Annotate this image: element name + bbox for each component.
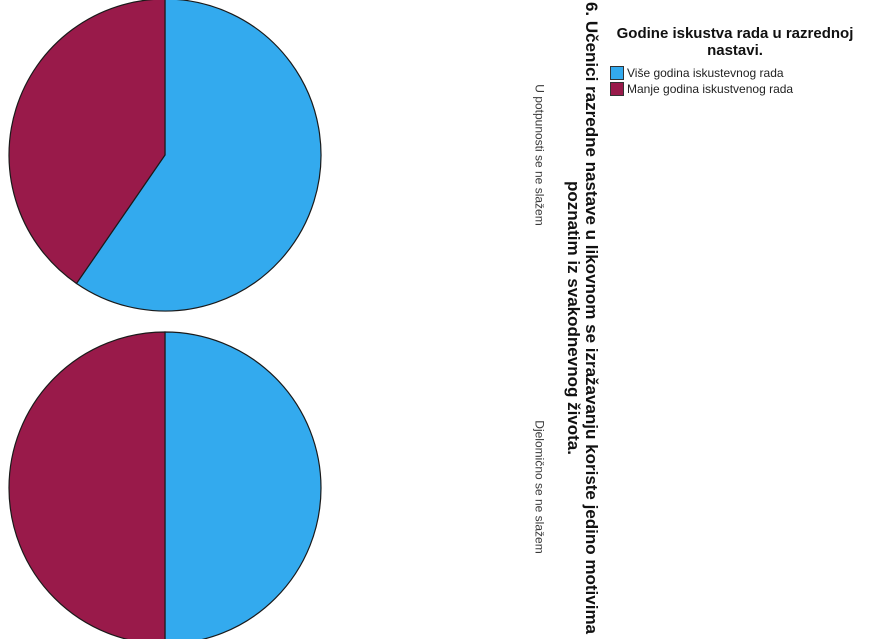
legend-label: Manje godina iskustvenog rada — [627, 82, 794, 96]
pie-1-slice-1 — [8, 331, 166, 639]
legend-label: Više godina iskustevnog rada — [627, 66, 784, 80]
legend-item-manje-godina: Manje godina iskustvenog rada — [610, 81, 860, 97]
panel-label-u-potpunosti: U potpunosti se ne slažem — [532, 84, 547, 226]
panel-label-djelomicno: Djelomično se ne slažem — [532, 420, 547, 554]
pie-1-slice-0 — [164, 331, 322, 639]
chart-title: 6. Učenici razredne nastave u likovnom s… — [564, 1, 601, 635]
legend: Godine iskustva rada u razrednoj nastavi… — [610, 25, 860, 97]
pie-0-slice-0 — [75, 0, 322, 312]
legend-swatch-blue — [610, 66, 624, 80]
pie-0-slice-1 — [8, 0, 166, 285]
legend-title: Godine iskustva rada u razrednoj nastavi… — [616, 25, 854, 59]
legend-swatch-maroon — [610, 82, 624, 96]
legend-item-vise-godina: Više godina iskustevnog rada — [610, 65, 860, 81]
pie-charts — [8, 0, 322, 639]
